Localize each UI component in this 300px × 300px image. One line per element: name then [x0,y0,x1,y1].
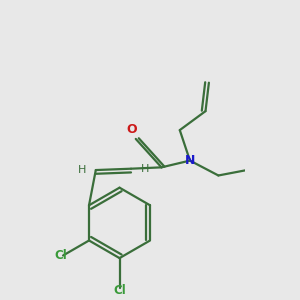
Text: Cl: Cl [113,284,126,297]
Text: H: H [78,165,86,175]
Text: H: H [140,164,149,174]
Text: Cl: Cl [55,249,68,262]
Text: N: N [185,154,195,167]
Text: O: O [126,123,137,136]
